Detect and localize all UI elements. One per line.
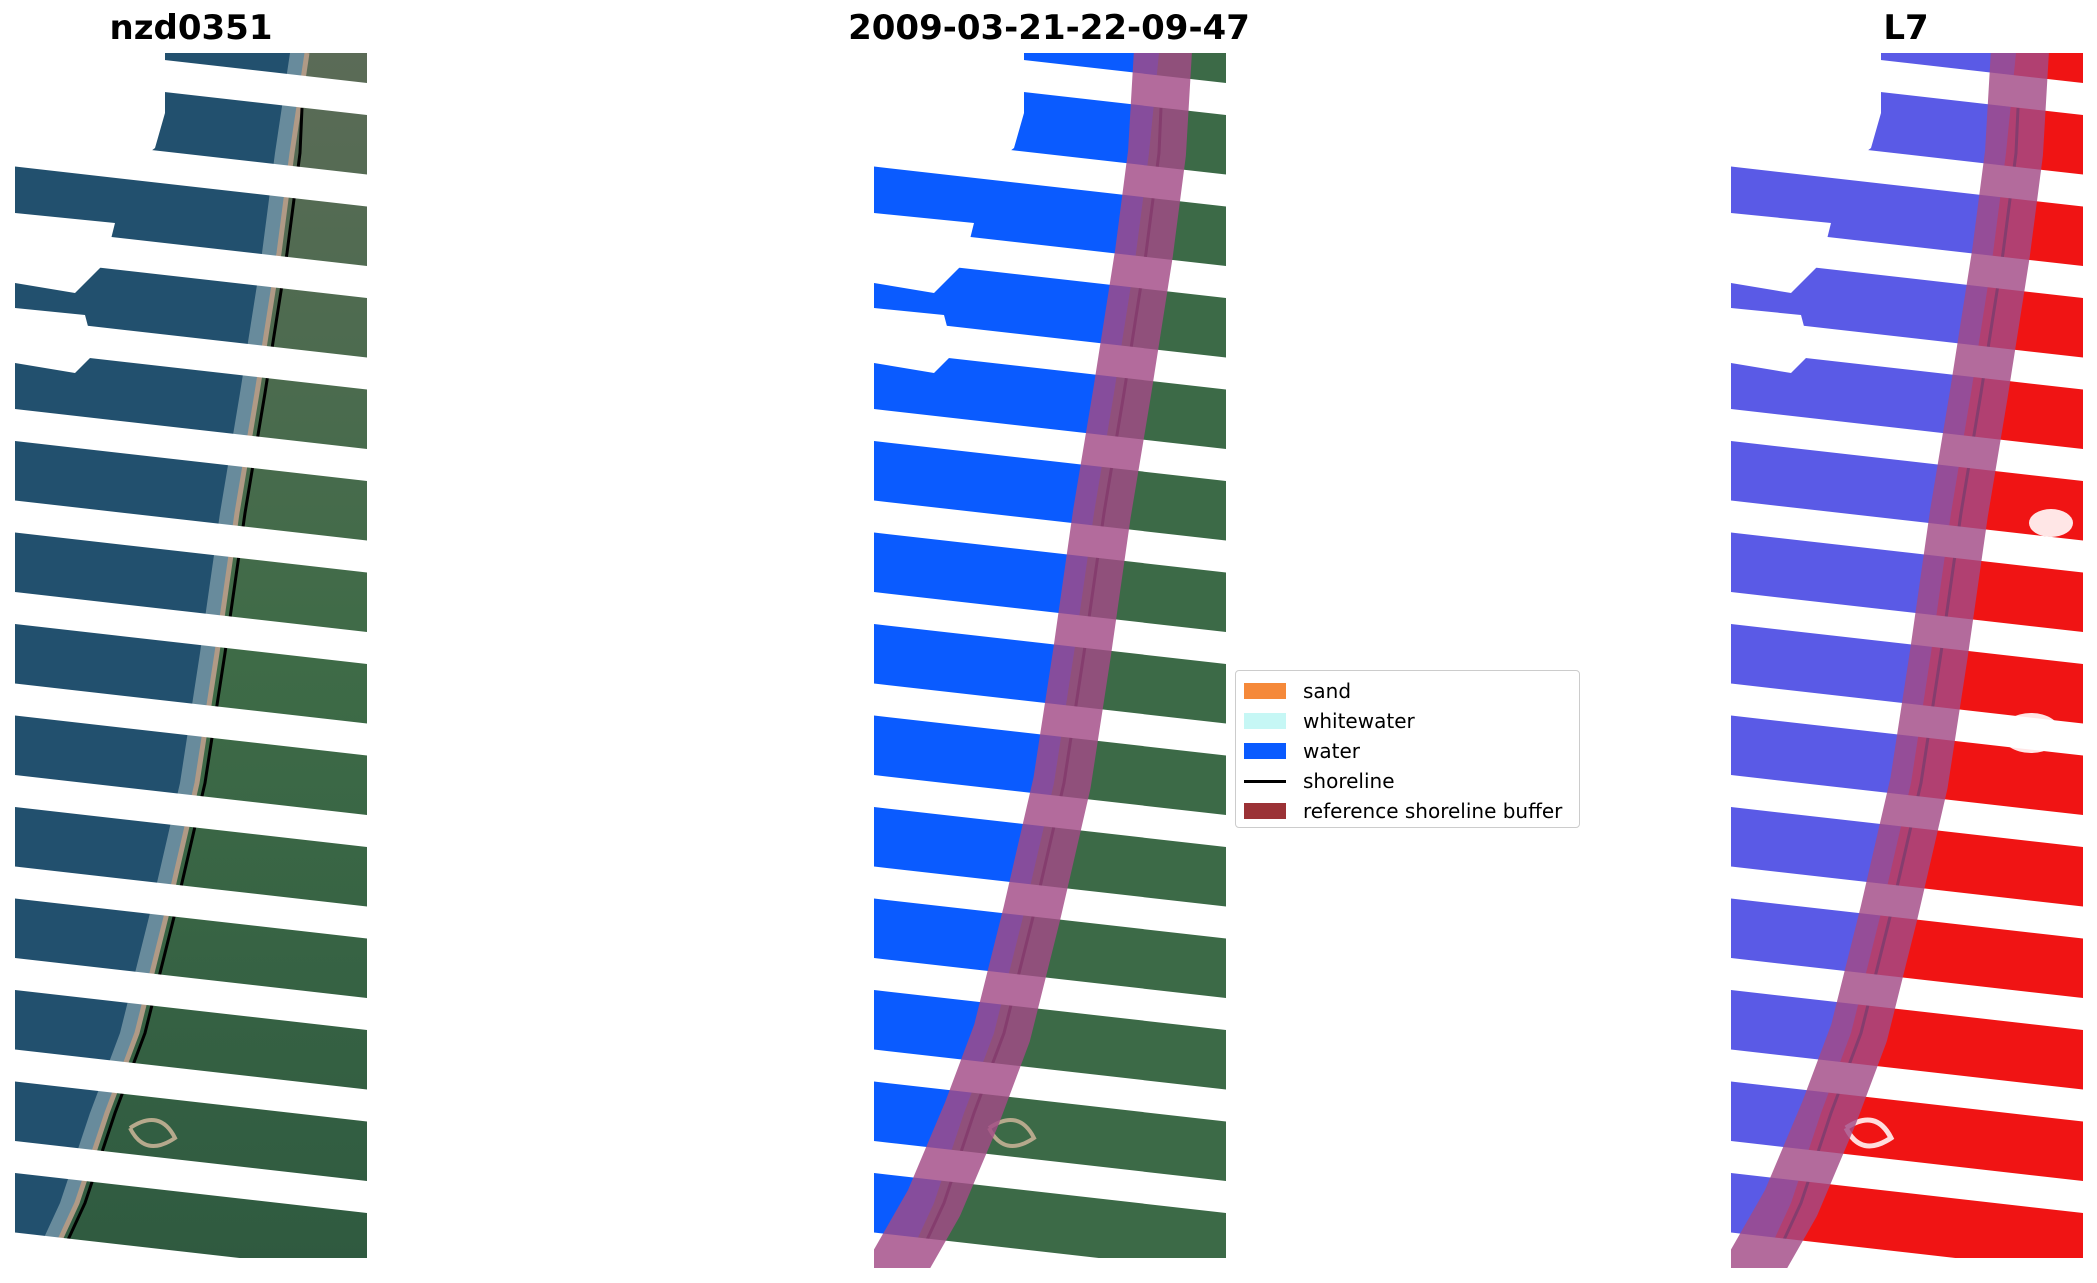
scan-gap — [874, 592, 1226, 664]
panel-title-middle: 2009-03-21-22-09-47 — [848, 8, 1250, 48]
legend-item-shoreline: shoreline — [1244, 766, 1571, 796]
legend-item-reference-shoreline-buffer: reference shoreline buffer — [1244, 796, 1571, 826]
legend: sand whitewater water shoreline reference sh… — [1235, 670, 1580, 828]
scan-gap — [1731, 592, 2083, 664]
scan-gap — [15, 317, 367, 390]
no-data-area — [15, 53, 165, 373]
scan-gap — [874, 958, 1226, 1030]
legend-swatch — [1244, 779, 1286, 783]
scan-gap — [15, 958, 367, 1030]
scan-gap — [15, 1049, 367, 1122]
legend-label: shoreline — [1303, 769, 1395, 793]
rgb-image — [15, 53, 367, 1268]
scan-gap — [15, 683, 367, 756]
legend-label: whitewater — [1303, 709, 1415, 733]
scan-gap — [15, 500, 367, 573]
scan-gap — [1731, 500, 2083, 573]
classified-image — [874, 53, 1226, 1268]
scan-gap — [15, 409, 367, 481]
scan-line-gaps — [15, 53, 367, 1268]
scan-gap — [15, 1141, 367, 1213]
legend-label: water — [1303, 739, 1360, 763]
rgb-image-panel — [15, 53, 367, 1268]
legend-swatch — [1244, 803, 1286, 819]
legend-label: reference shoreline buffer — [1303, 799, 1563, 823]
panel-title-left: nzd0351 — [109, 8, 273, 48]
mndwi-image — [1731, 53, 2083, 1268]
legend-label: sand — [1303, 679, 1352, 703]
legend-item-whitewater: whitewater — [1244, 706, 1571, 736]
no-data-area — [1731, 53, 1881, 373]
panel-title-right: L7 — [1883, 8, 1929, 48]
no-data-area — [874, 53, 1024, 373]
legend-swatch — [1244, 713, 1286, 729]
legend-swatch — [1244, 743, 1286, 759]
legend-item-water: water — [1244, 736, 1571, 766]
scan-gap — [874, 500, 1226, 573]
classified-image-panel — [874, 53, 1226, 1268]
scan-gap — [15, 775, 367, 847]
scan-gap — [1731, 958, 2083, 1030]
mndwi-image-panel — [1731, 53, 2083, 1268]
legend-swatch — [1244, 683, 1286, 699]
legend-item-sand: sand — [1244, 676, 1571, 706]
scan-gap — [15, 592, 367, 664]
scan-gap — [15, 866, 367, 939]
